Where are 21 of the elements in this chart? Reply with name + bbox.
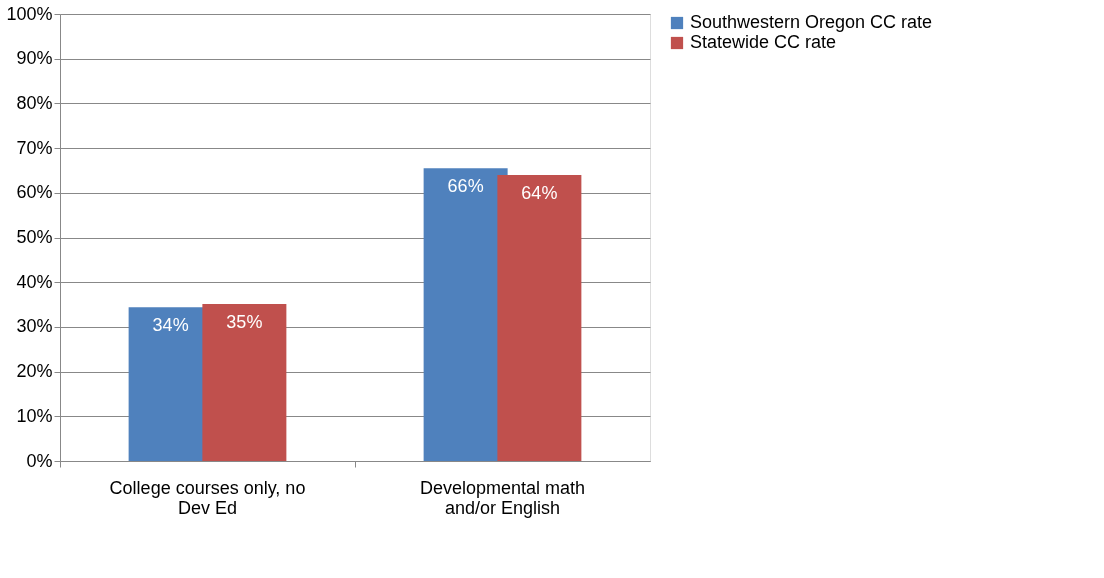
y-tick-label: 10% bbox=[16, 405, 53, 426]
data-label: 64% bbox=[521, 182, 558, 203]
data-label: 34% bbox=[152, 315, 189, 336]
y-tick-label: 30% bbox=[16, 316, 53, 337]
y-tick-label: 50% bbox=[16, 227, 53, 247]
y-tick-label: 0% bbox=[26, 450, 53, 471]
x-tick-label: College courses only, no Dev Ed bbox=[109, 477, 306, 518]
x-tick-label: Developmental math and/or English bbox=[419, 477, 586, 518]
bar bbox=[202, 304, 287, 461]
y-tick-label: 70% bbox=[16, 137, 53, 158]
y-tick-label: 20% bbox=[16, 361, 53, 382]
legend-label: Statewide CC rate bbox=[690, 32, 837, 52]
y-tick-label: 90% bbox=[16, 48, 53, 69]
data-label: 35% bbox=[226, 312, 263, 333]
y-tick-label: 40% bbox=[16, 271, 53, 292]
y-tick-label: 100% bbox=[6, 3, 53, 24]
bar bbox=[497, 174, 582, 461]
data-label: 66% bbox=[447, 176, 484, 197]
y-tick-label: 80% bbox=[16, 92, 53, 113]
legend-label: Southwestern Oregon CC rate bbox=[690, 12, 933, 32]
y-tick-label: 60% bbox=[16, 182, 53, 203]
